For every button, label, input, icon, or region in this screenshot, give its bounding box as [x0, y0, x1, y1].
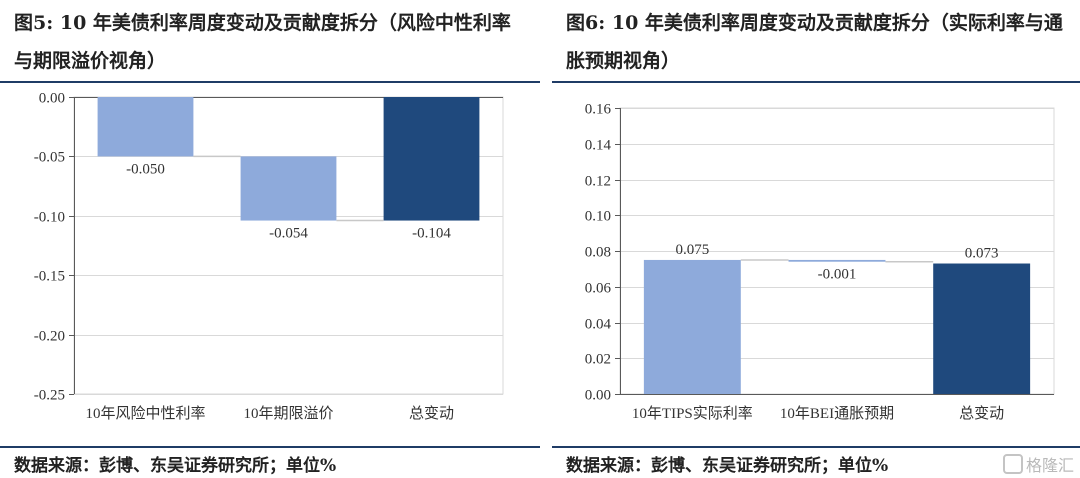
data-label: -0.050 [126, 161, 165, 177]
source-note: 数据来源：彭博、东吴证券研究所；单位% [566, 456, 889, 476]
y-tick-label: 0.06 [585, 281, 612, 297]
bar [933, 263, 1031, 394]
data-label: -0.054 [269, 226, 308, 242]
y-tick-label: 0.12 [585, 174, 611, 190]
waterfall-chart-right: 0.16 0.14 0.12 0.10 0.08 0.06 0.04 0.02 0.00 0.07… [585, 102, 1055, 422]
y-tick-label: 0.16 [585, 102, 612, 118]
top-rule [0, 81, 540, 83]
y-tick-label: 0.08 [585, 245, 611, 261]
x-tick-label: 总变动 [959, 405, 1004, 422]
bottom-rule [552, 446, 1080, 448]
y-tick-label: -0.05 [34, 150, 65, 166]
y-tick-label: -0.20 [34, 329, 65, 345]
bottom-rule [0, 446, 540, 448]
x-tick-label: 10年风险中性利率 [85, 405, 205, 422]
y-tick-label: 0.04 [585, 317, 612, 333]
watermark-icon [1002, 454, 1023, 474]
bar [383, 97, 480, 221]
data-label: -0.001 [818, 267, 857, 283]
bar [788, 259, 886, 262]
watermark-logo: 格隆汇 [1002, 452, 1074, 476]
chart-panel-right: 图6: 10 年美债利率周度变动及贡献度拆分（实际利率与通胀预期视角） 0.16… [552, 0, 1080, 478]
x-tick-label: 10年TIPS实际利率 [632, 405, 753, 422]
data-label: -0.104 [412, 226, 451, 242]
source-note: 数据来源：彭博、东吴证券研究所；单位% [14, 456, 337, 476]
y-tick-label: 0.14 [585, 138, 612, 154]
data-label: 0.075 [675, 242, 709, 258]
y-tick-label: -0.10 [34, 210, 65, 226]
bar [97, 97, 194, 157]
chart-title: 图6: 10 年美债利率周度变动及贡献度拆分（实际利率与通胀预期视角） [566, 12, 1063, 72]
bar [240, 156, 337, 221]
top-rule [552, 81, 1080, 83]
chart-panel-left: 图5: 10 年美债利率周度变动及贡献度拆分（风险中性利率与期限溢价视角） 0.… [0, 12, 540, 476]
y-tick-label: 0.00 [585, 388, 611, 404]
y-tick-label: 0.00 [39, 91, 65, 107]
y-tick-label: 0.10 [585, 209, 611, 225]
y-tick-label: -0.15 [34, 269, 65, 285]
bar [643, 259, 741, 394]
watermark-text: 格隆汇 [1025, 456, 1074, 475]
waterfall-chart-left: 0.00 -0.05 -0.10 -0.15 -0.20 -0.25 -0.050 10年风险… [34, 91, 504, 422]
y-tick-label: 0.02 [585, 352, 611, 368]
data-label: 0.073 [965, 246, 999, 262]
x-tick-label: 总变动 [409, 405, 454, 422]
y-tick-label: -0.25 [34, 388, 65, 404]
x-tick-label: 10年期限溢价 [243, 405, 333, 422]
chart-title: 图5: 10 年美债利率周度变动及贡献度拆分（风险中性利率与期限溢价视角） [14, 12, 511, 72]
x-tick-label: 10年BEI通胀预期 [780, 405, 894, 422]
